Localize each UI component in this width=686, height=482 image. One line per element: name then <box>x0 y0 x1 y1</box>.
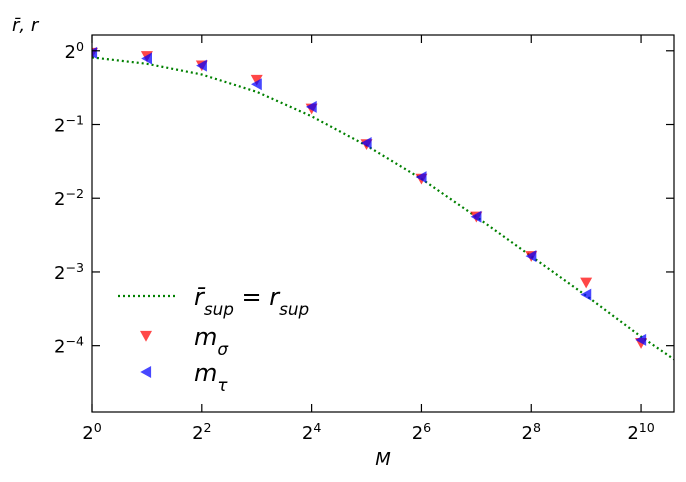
x-tick-label: 210 <box>627 420 654 445</box>
series-line <box>92 56 674 361</box>
legend-entry-label: mσ <box>194 323 229 359</box>
x-axis-label: M <box>375 449 391 470</box>
data-point-m-tau <box>635 333 647 346</box>
x-tick-label: 28 <box>522 420 541 445</box>
data-point-m-tau <box>525 250 537 263</box>
plot-area <box>92 46 674 361</box>
x-tick-label: 22 <box>192 420 211 445</box>
y-tick-label: 2−1 <box>54 112 84 137</box>
y-tick-label: 2−2 <box>54 186 84 211</box>
data-point-m-tau <box>92 46 98 59</box>
legend-entry-label: r̄sup = rsup <box>194 283 309 319</box>
data-point-m-tau <box>360 137 372 150</box>
plot-frame <box>91 34 675 413</box>
data-point-m-tau <box>580 288 592 301</box>
data-point-m-tau <box>251 78 262 91</box>
y-tick-label: 2−3 <box>54 259 84 284</box>
data-point-m-tau <box>305 100 317 113</box>
data-point-m-sigma <box>250 74 263 86</box>
y-axis-label: r̄, r <box>12 15 40 36</box>
data-point-m-tau <box>415 171 427 184</box>
data-point-m-tau <box>196 59 207 72</box>
x-tick-label: 24 <box>302 420 321 445</box>
legend-swatch-marker <box>140 366 152 378</box>
y-tick-label: 2−4 <box>54 333 84 358</box>
data-point-m-tau <box>470 210 482 223</box>
data-point-m-sigma <box>580 277 593 289</box>
axes: 20 22 24 26 28 210 20 2−1 2−2 2−3 2−4 <box>54 35 674 444</box>
legend-entry-label: mτ <box>194 359 228 395</box>
data-point-m-tau <box>141 52 153 65</box>
x-tick-label: 20 <box>82 420 101 445</box>
x-tick-label: 26 <box>412 420 431 445</box>
legend-swatch-marker <box>140 330 152 342</box>
y-tick-label: 20 <box>65 38 84 63</box>
